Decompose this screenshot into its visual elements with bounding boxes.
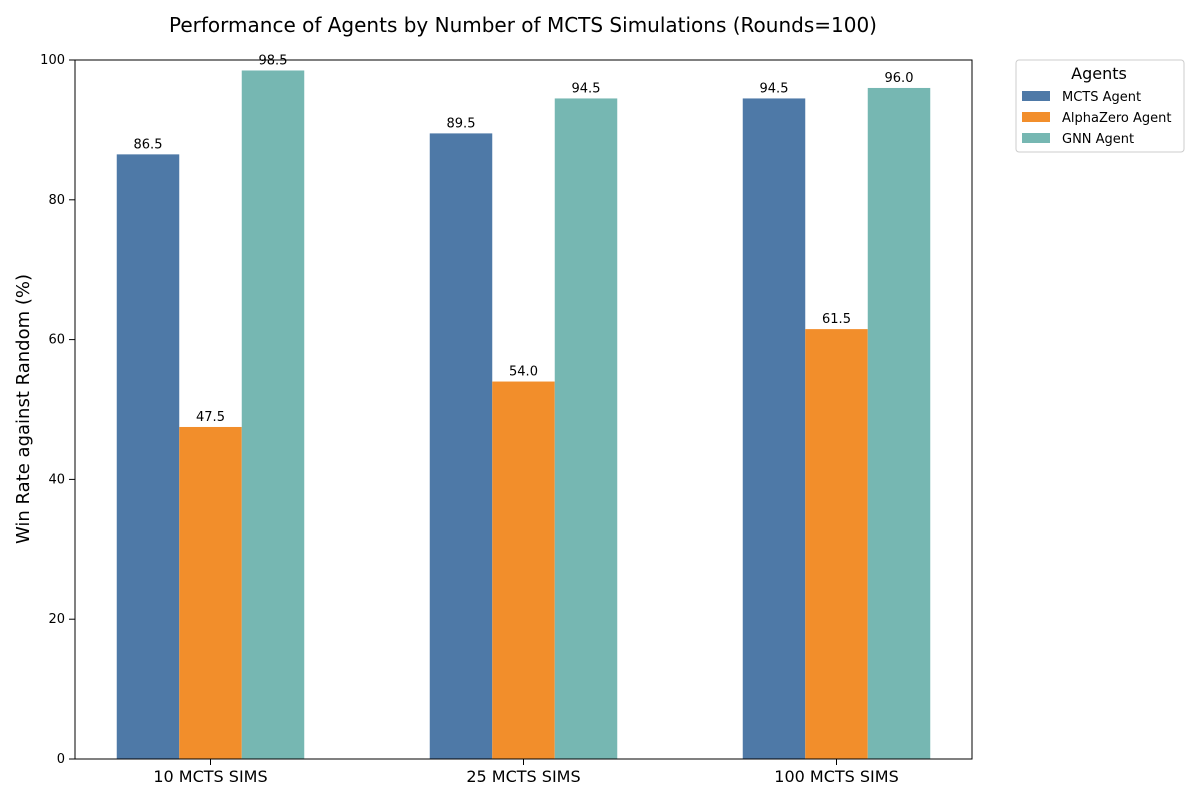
- plot-area: 0 20 40 60 80 100 10 MCTS SIMS 25 MCTS SIMS 100 …: [40, 53, 931, 786]
- legend-label: GNN Agent: [1062, 132, 1134, 147]
- bar-alphazero-agent: [492, 381, 555, 759]
- y-tick-label: 0: [57, 752, 65, 767]
- legend-label: AlphaZero Agent: [1062, 111, 1172, 126]
- bar-mcts-agent: [429, 133, 493, 759]
- y-tick-label: 20: [48, 612, 65, 627]
- bar-alphazero-agent: [805, 329, 868, 759]
- y-tick-label: 60: [48, 333, 65, 348]
- chart-title: Performance of Agents by Number of MCTS …: [169, 13, 877, 37]
- bar-gnn-agent: [867, 87, 931, 759]
- legend-swatch: [1022, 133, 1050, 143]
- bar-mcts-agent: [116, 154, 180, 760]
- x-tick-label: 25 MCTS SIMS: [466, 767, 580, 786]
- plot-frame: [74, 59, 973, 760]
- bar-value-label: 96.0: [885, 71, 914, 86]
- y-axis-label: Win Rate against Random (%): [13, 274, 34, 544]
- x-tick-label: 100 MCTS SIMS: [774, 767, 898, 786]
- bar-value-label: 94.5: [572, 81, 601, 96]
- legend: Agents MCTS Agent AlphaZero Agent GNN Agen…: [1015, 59, 1185, 153]
- bar-gnn-agent: [554, 98, 618, 759]
- legend-label: MCTS Agent: [1062, 90, 1141, 105]
- bar-value-label: 89.5: [447, 116, 476, 131]
- bar-value-label: 61.5: [822, 312, 851, 327]
- bar-gnn-agent: [241, 70, 305, 760]
- bar-value-label: 47.5: [196, 410, 225, 425]
- bar-value-label: 54.0: [509, 365, 538, 380]
- bar-alphazero-agent: [179, 426, 242, 759]
- y-tick-label: 100: [40, 53, 65, 68]
- bar-value-label: 86.5: [134, 137, 163, 152]
- bar-value-label: 98.5: [259, 53, 288, 68]
- legend-swatch: [1022, 112, 1050, 122]
- legend-box: [1015, 59, 1185, 153]
- y-tick-label: 40: [48, 472, 65, 487]
- bar-mcts-agent: [742, 98, 806, 759]
- legend-title: Agents: [1071, 64, 1127, 83]
- x-tick-label: 10 MCTS SIMS: [153, 767, 267, 786]
- bar-value-label: 94.5: [760, 81, 789, 96]
- y-tick-label: 80: [48, 193, 65, 208]
- legend-swatch: [1022, 91, 1050, 101]
